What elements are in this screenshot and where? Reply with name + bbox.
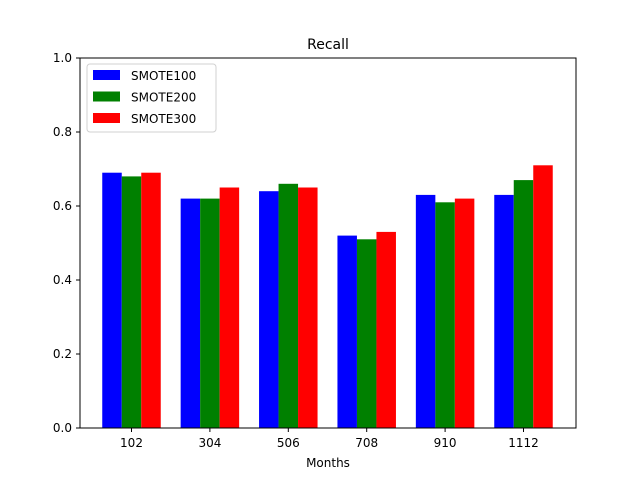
bar-smote200-708 xyxy=(356,239,377,428)
bar-smote200-910 xyxy=(435,202,455,428)
bar-smote100-1112 xyxy=(494,194,514,428)
legend: SMOTE100 SMOTE200 SMOTE300 xyxy=(86,63,217,133)
bar-smote200-102 xyxy=(121,176,142,428)
x-tick-label: 304 xyxy=(198,436,221,450)
bar-smote300-1112 xyxy=(533,165,553,429)
x-axis-ticks: 102 304 506 708 910 1112 xyxy=(120,428,539,450)
bar-smote300-506 xyxy=(298,187,318,428)
legend-swatch-smote200 xyxy=(93,91,120,102)
bars-group xyxy=(102,165,553,429)
bar-smote100-304 xyxy=(180,198,201,428)
x-axis-label: Months xyxy=(306,456,350,470)
y-tick-label: 0.4 xyxy=(53,273,72,287)
chart-title: Recall xyxy=(307,37,349,53)
bar-smote100-102 xyxy=(102,172,122,428)
x-tick-label: 102 xyxy=(120,436,143,450)
bar-smote300-708 xyxy=(376,231,396,428)
y-tick-label: 0.2 xyxy=(53,347,72,361)
plot-frame xyxy=(79,57,577,429)
legend-label-smote100: SMOTE100 xyxy=(131,69,196,83)
y-tick-label: 0.8 xyxy=(53,125,72,139)
legend-swatch-smote100 xyxy=(93,70,120,80)
y-tick-label: 0.6 xyxy=(53,199,72,213)
bar-smote300-910 xyxy=(454,198,475,428)
bar-smote200-1112 xyxy=(513,180,534,428)
bar-smote300-102 xyxy=(141,172,161,428)
bar-smote300-304 xyxy=(219,187,240,428)
legend-swatch-smote300 xyxy=(93,113,120,123)
legend-label-smote200: SMOTE200 xyxy=(131,91,196,105)
bar-smote200-506 xyxy=(278,183,299,428)
bar-smote100-506 xyxy=(259,191,279,428)
bar-smote200-304 xyxy=(200,198,220,428)
legend-label-smote300: SMOTE300 xyxy=(131,112,196,126)
x-tick-label: 1112 xyxy=(508,436,539,450)
y-axis-ticks: 0.0 0.2 0.4 0.6 0.8 1.0 xyxy=(53,51,80,435)
bar-smote100-708 xyxy=(337,235,357,428)
x-tick-label: 506 xyxy=(277,436,300,450)
y-tick-label: 0.0 xyxy=(53,421,72,435)
x-tick-label: 910 xyxy=(434,436,457,450)
x-tick-label: 708 xyxy=(355,436,378,450)
bar-smote100-910 xyxy=(415,194,436,428)
y-tick-label: 1.0 xyxy=(53,51,72,65)
